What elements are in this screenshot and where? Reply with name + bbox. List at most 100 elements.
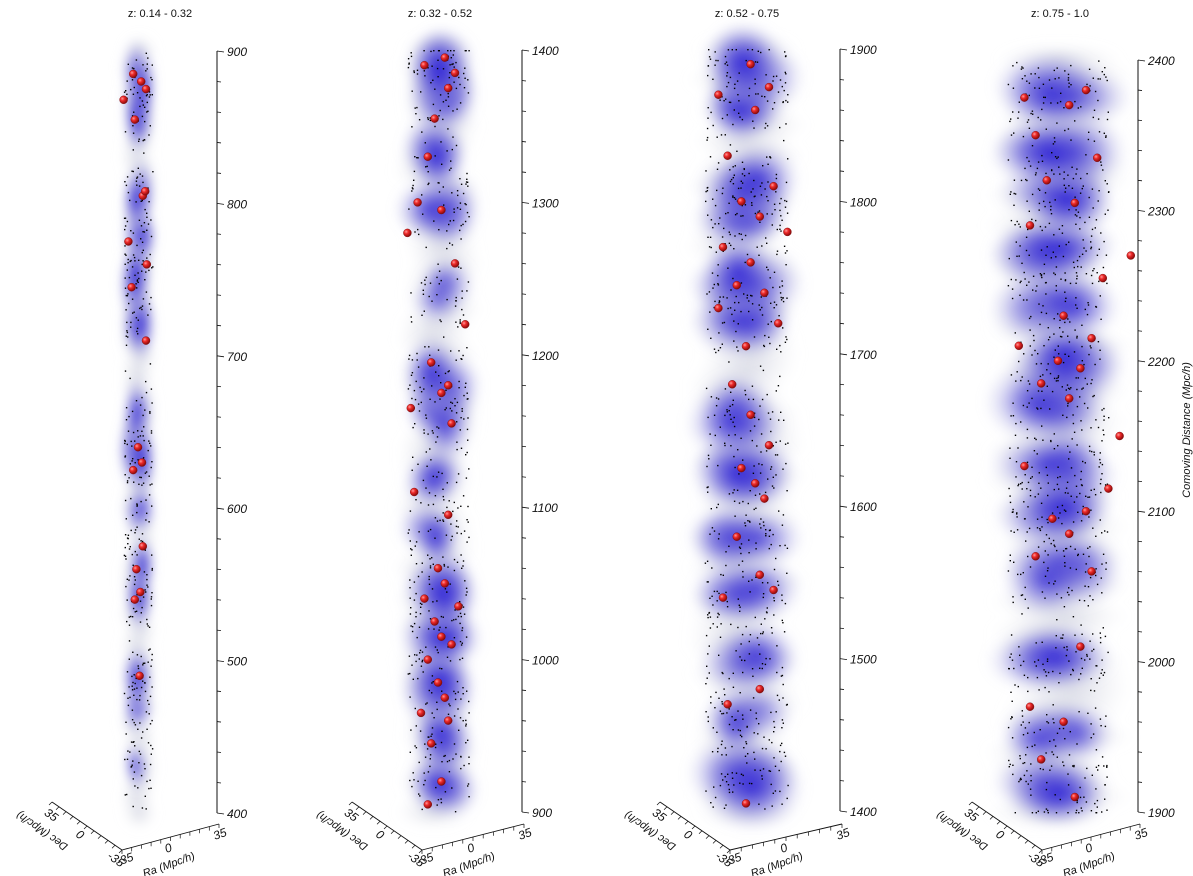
halo-point — [1011, 297, 1014, 300]
halo-point — [751, 319, 754, 321]
halo-point — [768, 739, 770, 741]
halo-point — [749, 709, 752, 711]
halo-point — [1039, 528, 1041, 530]
halo-point — [750, 191, 752, 193]
halo-point — [785, 181, 788, 184]
halo-point — [141, 807, 144, 809]
halo-point — [457, 615, 460, 618]
halo-point — [1035, 219, 1037, 222]
halo-point — [1012, 87, 1015, 89]
halo-point — [440, 798, 442, 800]
halo-point — [717, 274, 719, 277]
halo-point — [730, 289, 732, 291]
halo-point — [705, 634, 708, 637]
halo-point — [1031, 145, 1034, 147]
halo-point — [458, 76, 460, 79]
halo-point — [435, 441, 437, 443]
halo-point — [776, 228, 778, 231]
halo-point — [148, 626, 151, 628]
halo-point — [422, 671, 424, 673]
halo-point — [773, 301, 776, 303]
distance-tick — [521, 323, 527, 326]
halo-point — [438, 427, 440, 429]
halo-point — [139, 404, 142, 406]
halo-point — [1106, 183, 1108, 185]
halo-point — [466, 541, 468, 543]
halo-point — [1012, 764, 1014, 766]
halo-point — [760, 433, 763, 435]
halo-point — [1082, 239, 1084, 241]
halo-point — [1008, 759, 1010, 762]
halo-point — [751, 668, 754, 670]
halo-point — [773, 600, 775, 602]
halo-point — [423, 377, 425, 379]
halo-point — [150, 596, 153, 598]
halo-point — [461, 297, 463, 299]
halo-point — [128, 302, 130, 305]
halo-point — [150, 430, 153, 432]
halo-point — [416, 654, 418, 656]
halo-point — [725, 564, 727, 567]
density-clump — [683, 383, 780, 463]
distance-tick — [839, 627, 845, 630]
distance-tick — [1137, 450, 1143, 452]
halo-point — [1028, 721, 1030, 724]
halo-point — [134, 529, 137, 531]
halo-point — [452, 110, 454, 112]
halo-point — [413, 170, 416, 173]
halo-point — [140, 500, 142, 503]
halo-point — [454, 692, 457, 695]
halo-point — [727, 773, 729, 775]
dec-tick — [1024, 840, 1029, 844]
halo-point — [773, 102, 776, 104]
halo-point — [146, 94, 148, 96]
halo-point — [1104, 67, 1106, 69]
halo-point — [134, 745, 136, 747]
halo-point — [1080, 807, 1082, 809]
halo-point — [468, 712, 470, 714]
halo-point — [1092, 633, 1094, 635]
halo-point — [729, 76, 732, 79]
halo-point — [1060, 637, 1062, 639]
halo-point — [148, 91, 151, 93]
halo-point — [746, 297, 748, 299]
halo-point — [777, 385, 780, 387]
halo-point — [710, 337, 712, 339]
halo-point — [766, 607, 768, 609]
halo-point — [766, 393, 768, 396]
halo-point — [1009, 457, 1011, 459]
halo-point — [729, 414, 731, 416]
cluster-sphere — [119, 95, 128, 105]
halo-point — [724, 747, 727, 749]
halo-point — [430, 50, 432, 53]
halo-point — [761, 306, 763, 309]
halo-point — [447, 105, 450, 107]
distance-tick — [839, 749, 845, 751]
halo-point — [409, 384, 411, 386]
halo-point — [1046, 474, 1049, 476]
halo-point — [729, 101, 732, 104]
halo-point — [127, 336, 129, 338]
halo-point — [413, 70, 415, 72]
dec-tick — [677, 816, 682, 820]
halo-point — [708, 645, 710, 647]
halo-point — [139, 621, 142, 623]
halo-point — [124, 456, 126, 458]
distance-tick — [216, 599, 222, 601]
halo-point — [1053, 318, 1055, 320]
halo-point — [132, 232, 135, 234]
dec-tick-label: 35 — [342, 805, 361, 824]
halo-point — [736, 80, 739, 82]
halo-point — [735, 295, 737, 298]
halo-point — [1077, 107, 1079, 109]
halo-point — [1047, 521, 1049, 524]
halo-point — [134, 579, 136, 581]
halo-point — [1067, 77, 1070, 79]
dec-tick — [982, 811, 987, 815]
halo-point — [783, 89, 785, 92]
halo-point — [151, 653, 153, 656]
halo-point — [1012, 111, 1014, 113]
halo-point — [770, 711, 772, 714]
halo-point — [150, 604, 153, 607]
halo-point — [1094, 227, 1096, 229]
